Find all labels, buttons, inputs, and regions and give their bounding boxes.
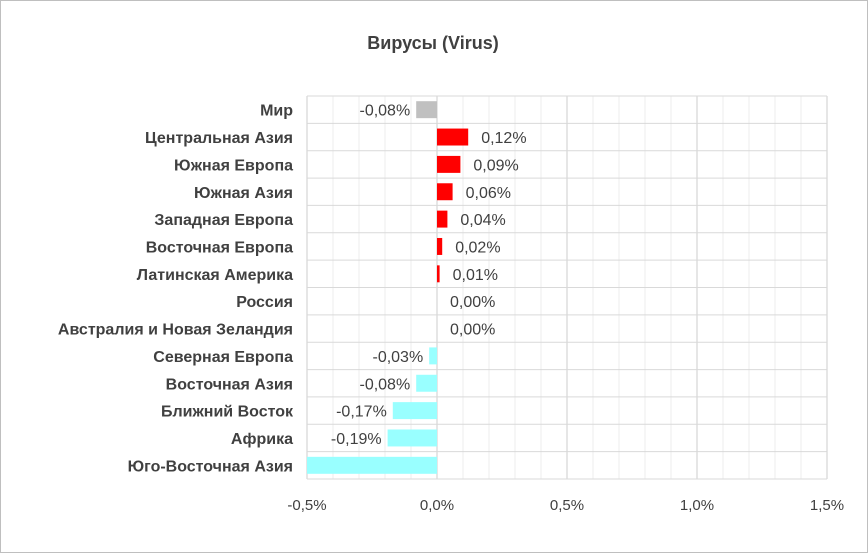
category-label: Мир [260,103,293,120]
x-tick-labels: -0,5% 0,0% 0,5% 1,0% 1,5% [287,497,844,514]
data-label: -0,19% [331,431,382,448]
x-tick-label: 1,0% [680,497,714,514]
data-label: -0,17% [336,404,387,421]
category-labels: Мир Центральная Азия Южная Европа Южная Ази… [58,103,294,476]
data-label: 0,12% [481,130,526,147]
data-label: 0,02% [455,239,500,256]
category-label: Австралия и Новая Зеландия [58,322,293,339]
x-tick-label: -0,5% [287,497,326,514]
bar [437,128,469,146]
category-label: Ближний Восток [161,404,294,421]
bar [437,210,448,228]
data-labels: -0,08% 0,12% 0,09% 0,06% 0,04% 0,02% 0,01% 0,00… [331,103,527,448]
bar [437,237,443,255]
category-label: Южная Азия [194,185,293,202]
x-tick-label: 0,5% [550,497,584,514]
data-label: 0,06% [466,185,511,202]
category-label: Россия [236,294,293,311]
category-label: Центральная Азия [145,130,293,147]
category-label: Восточная Европа [146,239,293,256]
chart-title: Вирусы (Virus) [367,33,498,53]
bar [307,456,437,474]
data-label: 0,01% [453,267,498,284]
category-label: Латинская Америка [137,267,293,284]
data-label: 0,09% [473,157,518,174]
bar [416,374,437,392]
x-tick-label: 0,0% [420,497,454,514]
data-label: 0,00% [450,294,495,311]
category-label: Западная Европа [154,212,293,229]
bar [387,429,437,447]
category-label: Восточная Азия [166,376,293,393]
grid [306,95,828,480]
category-label: Южная Европа [174,157,293,174]
data-label: 0,04% [460,212,505,229]
bar [429,347,437,365]
bar [437,155,461,173]
x-tick-label: 1,5% [810,497,844,514]
bar [416,101,437,119]
data-label: -0,08% [359,103,410,120]
data-label: -0,03% [372,349,423,366]
category-label: Северная Европа [153,349,293,366]
bars [307,101,469,474]
data-label: -0,08% [359,376,410,393]
category-label: Юго-Восточная Азия [128,458,293,475]
category-label: Африка [231,431,293,448]
bar [437,265,440,283]
bar [392,402,437,420]
bar [437,183,453,201]
data-label: 0,00% [450,322,495,339]
